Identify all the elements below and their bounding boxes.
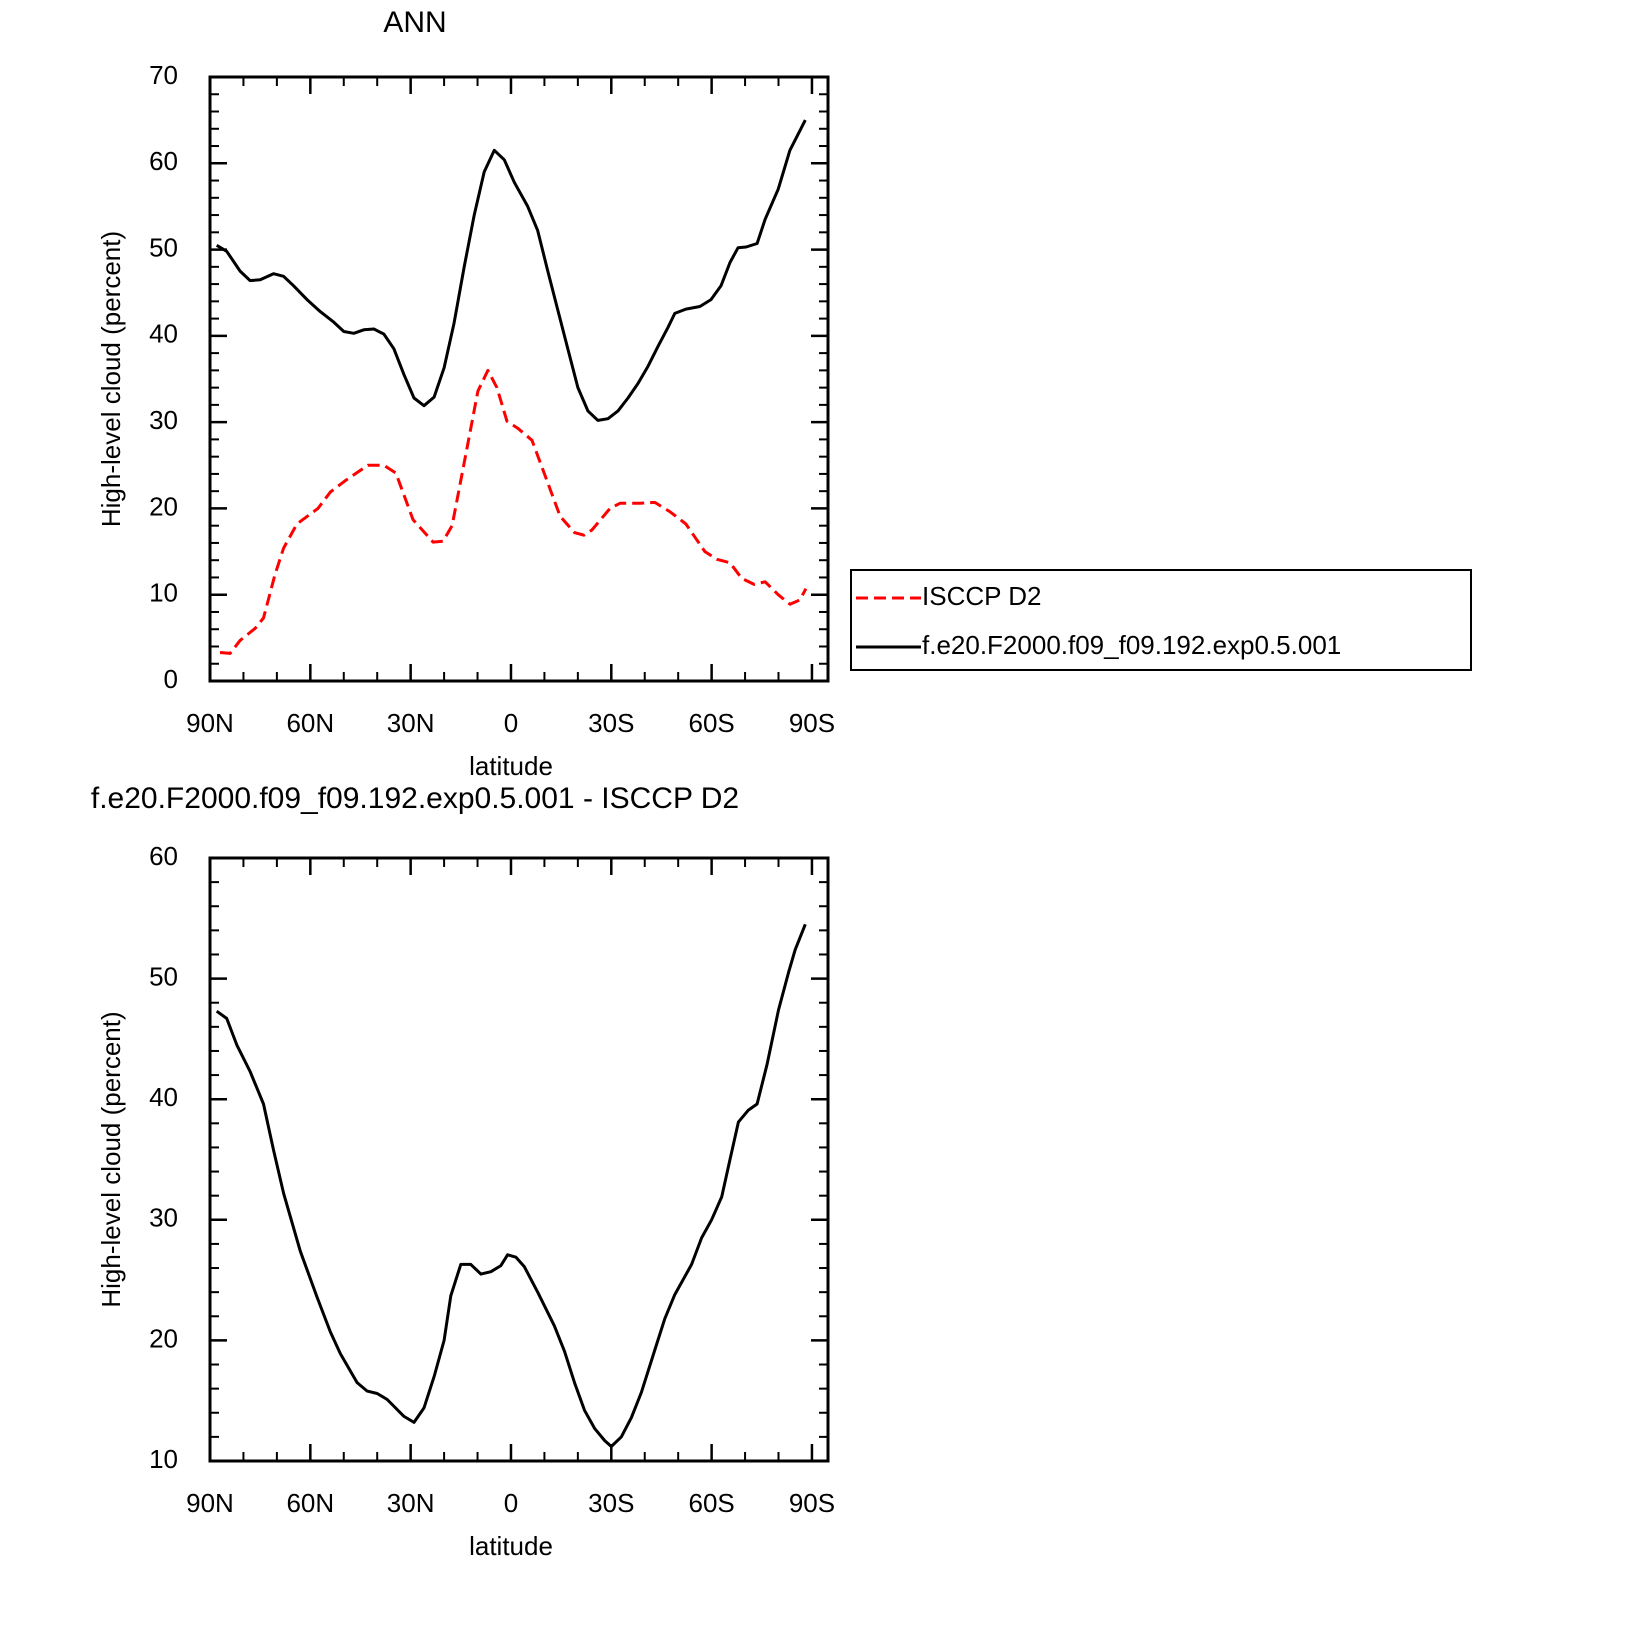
y-tick-label: 40 — [149, 1082, 178, 1112]
x-tick-label: 90S — [789, 1488, 835, 1518]
x-tick-label: 30N — [387, 1488, 435, 1518]
y-tick-label: 20 — [149, 1323, 178, 1353]
y-tick-label: 0 — [164, 664, 178, 694]
y-tick-label: 60 — [149, 146, 178, 176]
y-tick-label: 50 — [149, 961, 178, 991]
y-axis-label: High-level cloud (percent) — [96, 231, 126, 527]
x-tick-label: 60S — [688, 708, 734, 738]
plot-frame — [208, 75, 830, 683]
y-tick-label: 10 — [149, 1444, 178, 1474]
y-tick-label: 30 — [149, 405, 178, 435]
y-tick-label: 60 — [149, 841, 178, 871]
legend-label: ISCCP D2 — [922, 581, 1041, 611]
x-axis-label: latitude — [469, 1531, 553, 1561]
y-tick-label: 30 — [149, 1203, 178, 1233]
legend-box — [850, 569, 1472, 671]
y-tick-label: 40 — [149, 319, 178, 349]
chart-title: ANN — [383, 6, 446, 39]
x-tick-label: 0 — [504, 1488, 518, 1518]
y-tick-label: 70 — [149, 60, 178, 90]
x-tick-label: 30S — [588, 708, 634, 738]
x-tick-label: 30N — [387, 708, 435, 738]
plot-frame — [208, 856, 830, 1463]
x-tick-label: 30S — [588, 1488, 634, 1518]
x-tick-label: 90S — [789, 708, 835, 738]
data-line — [215, 119, 807, 422]
x-tick-label: 60N — [286, 708, 334, 738]
legend-label: f.e20.F2000.f09_f09.192.exp0.5.001 — [922, 630, 1341, 660]
x-tick-label: 90N — [186, 1488, 234, 1518]
x-tick-label: 0 — [504, 708, 518, 738]
y-tick-label: 20 — [149, 491, 178, 521]
data-line — [219, 368, 808, 655]
data-line — [215, 923, 807, 1448]
y-tick-label: 10 — [149, 578, 178, 608]
y-tick-label: 50 — [149, 232, 178, 262]
x-tick-label: 60N — [286, 1488, 334, 1518]
chart-title: f.e20.F2000.f09_f09.192.exp0.5.001 - ISC… — [91, 782, 739, 815]
x-tick-label: 90N — [186, 708, 234, 738]
x-axis-label: latitude — [469, 751, 553, 781]
x-tick-label: 60S — [688, 1488, 734, 1518]
y-axis-label: High-level cloud (percent) — [96, 1011, 126, 1307]
